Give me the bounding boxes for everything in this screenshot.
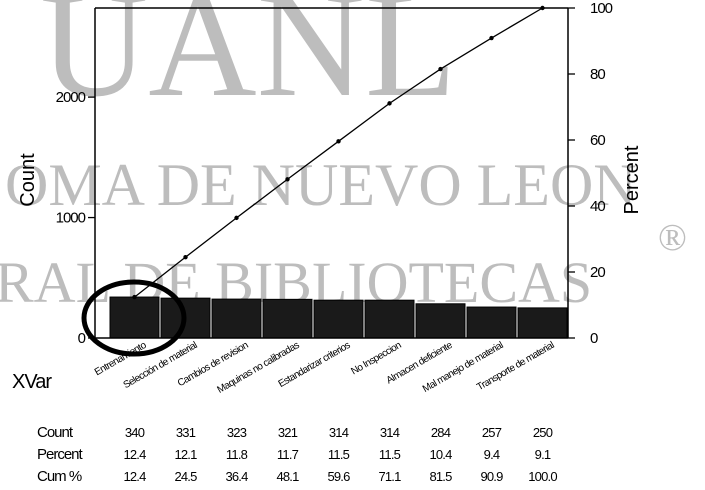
table-cell-2-2: 12.1 <box>174 447 197 462</box>
registered-mark: ® <box>658 217 687 259</box>
cum-point-1 <box>132 294 137 300</box>
table-cell-2-7: 10.4 <box>429 447 452 462</box>
watermark-top: UANL <box>40 0 457 128</box>
table-cell-3-2: 24.5 <box>174 469 197 484</box>
bar-3 <box>211 298 262 339</box>
table-cell-3-6: 71.1 <box>378 469 401 484</box>
cum-point-8 <box>489 35 494 41</box>
cum-point-6 <box>387 101 392 106</box>
y-tick-label-0: 0 <box>78 330 86 347</box>
table-cell-3-5: 59.6 <box>327 469 350 484</box>
bar-4 <box>262 298 313 339</box>
cum-point-2 <box>183 254 188 260</box>
y2-tick-label-100: 100 <box>590 0 613 17</box>
table-cell-3-1: 12.4 <box>123 469 146 484</box>
category-label-4: Maquinas no calibradas <box>215 340 301 396</box>
table-row-label-1: Count <box>37 424 74 441</box>
y2-ticks: 0 20 40 60 80 100 <box>568 0 614 347</box>
y2-tick-label-0: 0 <box>590 330 598 347</box>
table-cell-1-2: 331 <box>176 425 196 440</box>
watermark-line-1: OMA DE NUEVO LEON <box>5 152 637 218</box>
bar-8 <box>466 306 517 339</box>
table-cell-1-5: 314 <box>329 425 349 440</box>
table-cell-1-7: 284 <box>431 425 451 440</box>
cum-point-3 <box>234 215 239 221</box>
y-tick-label-2000: 2000 <box>56 89 86 106</box>
bar-1 <box>109 296 160 339</box>
table-row-label-3: Cum % <box>37 468 82 485</box>
bar-6 <box>364 299 415 339</box>
data-table: Count 340 331 323 321 314 314 284 257 250 Percent 1… <box>37 424 558 485</box>
x-axis-title: XVar <box>12 371 52 393</box>
table-cell-3-7: 81.5 <box>429 469 452 484</box>
bar-9 <box>517 307 568 339</box>
cum-point-7 <box>438 66 443 72</box>
y-ticks: 0 1000 2000 <box>56 89 95 347</box>
table-cell-2-8: 9.4 <box>484 447 500 462</box>
y-tick-label-1000: 1000 <box>56 210 86 227</box>
y-axis-title: Count <box>17 153 39 207</box>
table-cell-2-9: 9.1 <box>535 447 551 462</box>
y2-tick-label-20: 20 <box>590 264 605 281</box>
watermark: UANL OMA DE NUEVO LEON RAL DE BIBLIOTECA… <box>0 0 687 315</box>
bars-layer <box>109 296 568 339</box>
table-cell-1-8: 257 <box>482 425 502 440</box>
table-row-label-2: Percent <box>37 446 84 463</box>
table-cell-2-6: 11.5 <box>379 447 401 462</box>
cum-line-layer <box>132 5 545 300</box>
table-cell-1-9: 250 <box>533 425 553 440</box>
table-cell-2-4: 11.7 <box>277 447 299 462</box>
table-cell-2-1: 12.4 <box>123 447 146 462</box>
highlight-circle <box>81 279 187 357</box>
bar-5 <box>313 299 364 339</box>
table-cell-1-1: 340 <box>125 425 145 440</box>
table-cell-3-9: 100.0 <box>528 469 557 484</box>
table-cell-3-8: 90.9 <box>480 469 503 484</box>
table-cell-3-4: 48.1 <box>276 469 299 484</box>
y2-tick-label-40: 40 <box>590 198 605 215</box>
cum-point-4 <box>285 177 290 182</box>
bar-7 <box>415 303 466 339</box>
cum-point-5 <box>336 139 341 144</box>
table-cell-3-3: 36.4 <box>225 469 248 484</box>
table-cell-1-6: 314 <box>380 425 400 440</box>
y2-axis-title: Percent <box>621 145 643 214</box>
table-cell-2-5: 11.5 <box>328 447 350 462</box>
y2-tick-label-80: 80 <box>590 66 605 83</box>
table-cell-2-3: 11.8 <box>226 447 248 462</box>
y2-tick-label-60: 60 <box>590 132 605 149</box>
table-cell-1-3: 323 <box>227 425 247 440</box>
table-cell-1-4: 321 <box>278 425 298 440</box>
